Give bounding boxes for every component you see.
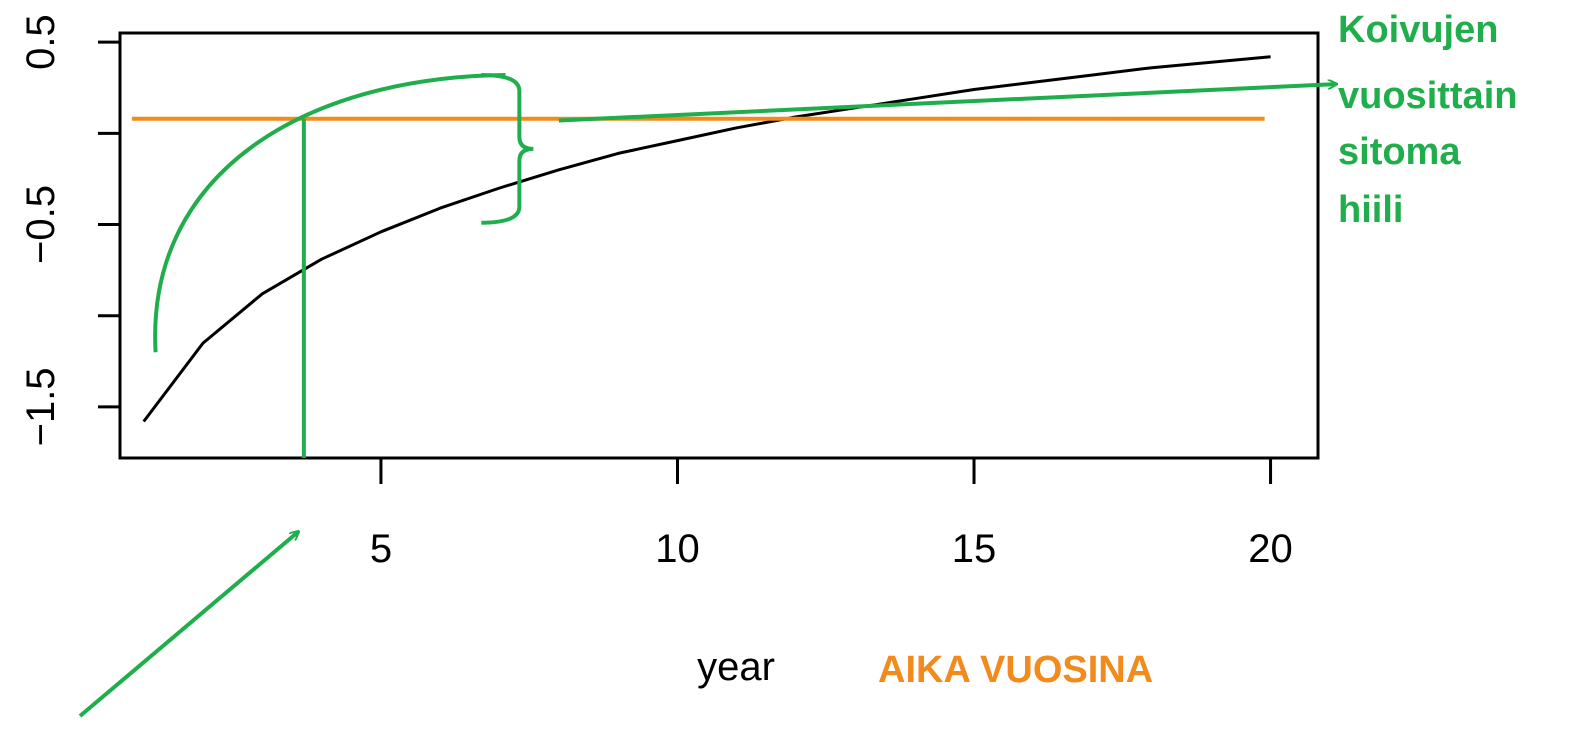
x-tick-label: 15: [952, 527, 997, 571]
side-label: Koivujen vuosittain sitoma hiili: [1338, 9, 1517, 231]
plot-frame: [118, 31, 1320, 460]
x-tick-label: 20: [1248, 527, 1293, 571]
arrow-to-axis: [78, 532, 298, 718]
series-layer: [142, 55, 1271, 423]
bracket: [481, 72, 534, 225]
side-label-line: sitoma: [1338, 131, 1461, 173]
x-axis: 5 10 15 20: [370, 458, 1293, 571]
annotation-layer: [78, 72, 1336, 718]
y-tick-label: −1.5: [19, 367, 63, 446]
arrow-to-label: [558, 84, 1336, 123]
x-tick-label: 10: [655, 527, 700, 571]
side-label-line: vuosittain: [1338, 75, 1517, 117]
curve-arc: [153, 72, 506, 353]
y-tick-label: 0.5: [19, 14, 63, 70]
time-label: AIKA VUOSINA: [878, 649, 1153, 691]
x-axis-title: year: [697, 645, 775, 689]
x-tick-label: 5: [370, 527, 392, 571]
series-line: [142, 55, 1271, 423]
y-tick-label: −0.5: [19, 185, 63, 264]
y-axis: 0.5 −0.5 −1.5: [19, 14, 120, 446]
side-label-line: hiili: [1338, 189, 1403, 231]
side-label-line: Koivujen: [1338, 9, 1498, 51]
